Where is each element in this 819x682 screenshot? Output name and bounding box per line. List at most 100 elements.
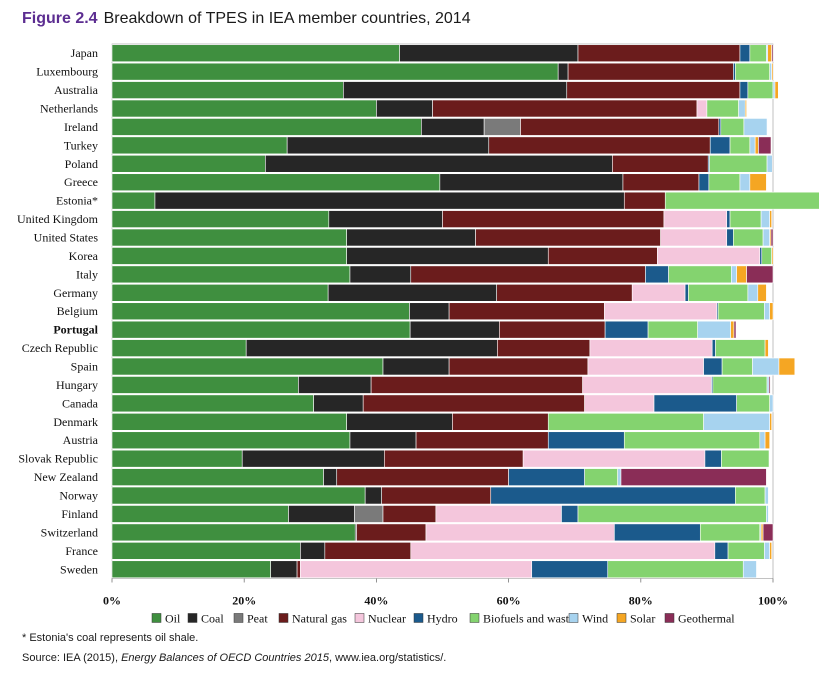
category-label-finland: Finland <box>61 507 98 521</box>
bar-segment-denmark-natural-gas <box>452 413 549 431</box>
bar-segment-switzerland-natural-gas <box>356 523 427 542</box>
bar-segment-united-states-nuclear <box>660 228 728 247</box>
category-label-new-zealand: New Zealand <box>34 470 98 484</box>
bar-segment-turkey-coal <box>286 136 490 155</box>
category-label-turkey: Turkey <box>64 138 98 152</box>
bar-segment-belgium-coal <box>409 302 450 321</box>
bar-segment-spain-biofuels-and-waste <box>721 357 753 376</box>
bar-segment-denmark-wind <box>703 413 770 431</box>
category-label-poland: Poland <box>65 157 98 171</box>
category-label-australia: Australia <box>54 83 99 97</box>
bar-segment-greece-coal <box>439 173 624 192</box>
bar-segment-belgium-natural-gas <box>448 302 605 321</box>
bar-segment-japan-geothermal <box>771 44 774 63</box>
legend-label-natural-gas: Natural gas <box>292 611 347 625</box>
bar-segment-switzerland-hydro <box>614 523 701 542</box>
bar-segment-netherlands-coal <box>376 99 433 118</box>
bar-segment-germany-solar <box>757 284 767 302</box>
footnote: * Estonia's coal represents oil shale. <box>22 632 199 644</box>
category-label-belgium: Belgium <box>57 304 99 318</box>
legend-label-hydro: Hydro <box>427 611 458 625</box>
bar-segment-slovak-republic-biofuels-and-waste <box>721 449 770 468</box>
category-label-italy: Italy <box>76 267 98 281</box>
bar-segment-australia-natural-gas <box>566 81 741 99</box>
bar-segment-korea-biofuels-and-waste <box>761 247 772 265</box>
legend-label-nuclear: Nuclear <box>368 611 406 625</box>
bar-segment-korea-solar <box>771 247 774 265</box>
bar-segment-belgium-solar <box>769 302 774 321</box>
bar-segment-united-states-natural-gas <box>475 228 661 247</box>
legend-swatch-hydro <box>413 613 424 623</box>
category-label-spain: Spain <box>71 360 98 374</box>
bar-segment-finland-coal <box>288 505 355 523</box>
bar-segment-ireland-biofuels-and-waste <box>720 118 745 136</box>
bar-segment-ireland-oil <box>111 118 422 136</box>
bar-segment-netherlands-wind <box>738 99 746 118</box>
bar-segment-austria-hydro <box>547 431 625 450</box>
bar-segment-hungary-coal <box>298 376 372 394</box>
category-label-austria: Austria <box>63 433 99 447</box>
bar-segment-hungary-nuclear <box>582 376 712 394</box>
bar-segment-switzerland-nuclear <box>425 523 615 542</box>
category-label-united-kingdom: United Kingdom <box>17 212 99 226</box>
bar-segment-united-states-biofuels-and-waste <box>733 228 764 247</box>
bar-segment-united-kingdom-coal <box>328 210 443 228</box>
category-label-estonia: Estonia* <box>56 194 98 208</box>
bar-segment-canada-coal <box>313 394 364 413</box>
figure-label: Figure 2.4 <box>22 10 98 27</box>
bar-segment-sweden-biofuels-and-waste <box>607 560 744 579</box>
bar-segment-germany-wind <box>747 284 759 302</box>
category-label-switzerland: Switzerland <box>41 525 98 539</box>
legend-label-oil: Oil <box>165 611 181 625</box>
bar-segment-australia-coal <box>343 81 568 99</box>
bar-segment-sweden-nuclear <box>300 560 533 579</box>
bar-segment-finland-oil <box>111 505 289 523</box>
bar-segment-united-states-wind <box>762 228 770 247</box>
bar-segment-denmark-oil <box>111 413 347 431</box>
legend-swatch-wind <box>568 613 579 623</box>
bar-segment-finland-natural-gas <box>382 505 437 523</box>
source-prefix: Source: IEA (2015), <box>22 652 122 664</box>
bar-segment-norway-oil <box>111 486 366 505</box>
bar-segment-united-kingdom-wind <box>760 210 770 228</box>
bar-segment-france-solar <box>769 542 772 560</box>
bar-segment-luxembourg-oil <box>111 62 559 81</box>
bar-segment-slovak-republic-nuclear <box>522 449 706 468</box>
bar-segment-turkey-natural-gas <box>488 136 711 155</box>
bar-segment-austria-natural-gas <box>415 431 549 450</box>
bar-segment-turkey-geothermal <box>758 136 772 155</box>
bar-segment-finland-hydro <box>561 505 579 523</box>
bar-segment-luxembourg-natural-gas <box>567 62 734 81</box>
x-tick-label-0: 0% <box>103 593 121 607</box>
legend-swatch-natural-gas <box>278 613 289 623</box>
bar-segment-united-kingdom-nuclear <box>663 210 728 228</box>
bar-segment-czech-republic-biofuels-and-waste <box>715 339 766 357</box>
bar-segment-united-states-coal <box>346 228 476 247</box>
bar-segment-portugal-oil <box>111 320 411 339</box>
bar-segment-new-zealand-wind <box>617 468 622 486</box>
bar-segment-france-natural-gas <box>324 542 412 560</box>
legend-label-solar: Solar <box>630 611 655 625</box>
bar-segment-new-zealand-coal <box>323 468 338 486</box>
bar-segment-poland-natural-gas <box>612 154 709 173</box>
bar-segment-italy-biofuels-and-waste <box>668 265 732 284</box>
bar-segment-belgium-wind <box>764 302 770 321</box>
bar-segment-czech-republic-oil <box>111 339 247 357</box>
bar-segment-new-zealand-biofuels-and-waste <box>584 468 618 486</box>
bar-segment-spain-natural-gas <box>448 357 589 376</box>
bar-segment-united-kingdom-solar <box>769 210 772 228</box>
category-label-korea: Korea <box>69 249 99 263</box>
bar-segment-finland-peat <box>354 505 384 523</box>
bar-segment-norway-biofuels-and-waste <box>735 486 766 505</box>
category-label-ireland: Ireland <box>64 120 98 134</box>
bar-segment-japan-natural-gas <box>577 44 741 63</box>
x-tick-label-4: 80% <box>629 593 653 607</box>
bar-segment-japan-biofuels-and-waste <box>749 44 767 63</box>
bar-segment-italy-solar <box>736 265 747 284</box>
legend-swatch-biofuels-and-waste <box>469 613 480 623</box>
category-label-sweden: Sweden <box>60 562 98 576</box>
bar-segment-norway-wind <box>764 486 769 505</box>
bar-segment-hungary-oil <box>111 376 299 394</box>
bar-segment-sweden-wind <box>742 560 757 579</box>
legend-label-geothermal: Geothermal <box>678 611 735 625</box>
